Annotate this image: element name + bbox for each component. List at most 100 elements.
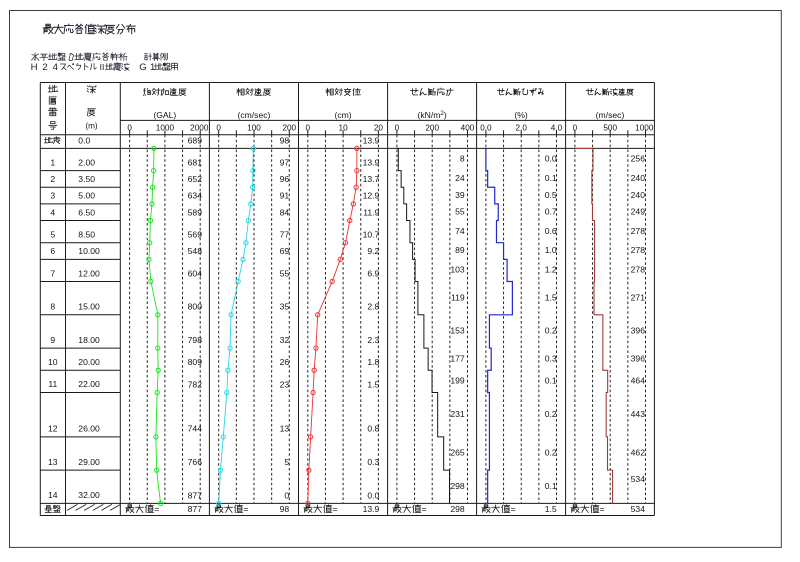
svg-text:278: 278 [631, 226, 646, 236]
svg-text:91: 91 [280, 191, 290, 201]
svg-text:0: 0 [395, 124, 400, 133]
svg-text:0: 0 [127, 124, 132, 133]
svg-text:681: 681 [188, 157, 203, 167]
svg-text:10.7: 10.7 [363, 230, 380, 240]
svg-text:265: 265 [450, 448, 465, 458]
svg-text:=: = [243, 504, 248, 514]
svg-text:240: 240 [631, 190, 646, 200]
svg-text:1000: 1000 [635, 124, 654, 133]
svg-text:200: 200 [282, 124, 296, 133]
svg-text:1000: 1000 [156, 124, 175, 133]
svg-text:3.50: 3.50 [78, 174, 95, 184]
svg-text:0.3: 0.3 [367, 457, 379, 467]
svg-text:89: 89 [455, 245, 465, 255]
svg-text:249: 249 [631, 206, 646, 216]
svg-text:0: 0 [284, 490, 289, 500]
svg-text:97: 97 [280, 157, 290, 167]
svg-text:(m): (m) [85, 121, 98, 130]
svg-text:0.0: 0.0 [367, 490, 379, 500]
svg-text:3: 3 [50, 191, 55, 201]
svg-text:18.00: 18.00 [78, 335, 100, 345]
svg-text:55: 55 [280, 268, 290, 278]
svg-text:39: 39 [455, 190, 465, 200]
svg-text:877: 877 [188, 504, 203, 514]
svg-text:0.1: 0.1 [545, 173, 557, 183]
svg-text:13: 13 [48, 457, 58, 467]
svg-text:0: 0 [573, 124, 578, 133]
svg-text:96: 96 [280, 174, 290, 184]
svg-text:744: 744 [188, 424, 203, 434]
svg-text:548: 548 [188, 246, 203, 256]
svg-text:26: 26 [280, 357, 290, 367]
svg-text:32: 32 [280, 335, 290, 345]
svg-text:14: 14 [48, 490, 58, 500]
svg-text:7: 7 [50, 268, 55, 278]
svg-text:(cm): (cm) [334, 110, 351, 120]
svg-text:500: 500 [603, 124, 617, 133]
svg-text:689: 689 [188, 136, 203, 146]
svg-text:32.00: 32.00 [78, 490, 100, 500]
svg-text:396: 396 [631, 353, 646, 363]
svg-text:0.0: 0.0 [78, 136, 90, 146]
svg-text:(m/sec): (m/sec) [596, 110, 625, 120]
svg-text:256: 256 [631, 154, 646, 164]
svg-text:0.7: 0.7 [545, 206, 557, 216]
svg-text:98: 98 [280, 136, 290, 146]
svg-text:2.00: 2.00 [78, 157, 95, 167]
svg-text:9: 9 [50, 335, 55, 345]
svg-text:0.1: 0.1 [545, 376, 557, 386]
svg-text:12.9: 12.9 [363, 191, 380, 201]
svg-text:13.9: 13.9 [363, 157, 380, 167]
svg-text:24: 24 [455, 173, 465, 183]
svg-text:5.00: 5.00 [78, 191, 95, 201]
svg-text:77: 77 [280, 230, 290, 240]
svg-text:29.00: 29.00 [78, 457, 100, 467]
svg-text:278: 278 [631, 265, 646, 275]
svg-text:0.1: 0.1 [545, 481, 557, 491]
svg-text:766: 766 [188, 457, 203, 467]
svg-text:2.3: 2.3 [367, 335, 379, 345]
svg-text:634: 634 [188, 191, 203, 201]
svg-text:20.00: 20.00 [78, 357, 100, 367]
svg-text:15.00: 15.00 [78, 302, 100, 312]
svg-text:1.5: 1.5 [367, 379, 379, 389]
svg-text:534: 534 [631, 474, 646, 484]
svg-text:98: 98 [280, 504, 290, 514]
svg-text:2000: 2000 [190, 124, 209, 133]
svg-text:0.5: 0.5 [545, 190, 557, 200]
svg-text:271: 271 [631, 292, 646, 302]
svg-text:26.00: 26.00 [78, 424, 100, 434]
svg-text:4.0: 4.0 [551, 124, 563, 133]
svg-text:10: 10 [339, 124, 349, 133]
svg-text:0: 0 [306, 124, 311, 133]
svg-text:589: 589 [188, 207, 203, 217]
svg-text:6.50: 6.50 [78, 207, 95, 217]
svg-text:877: 877 [188, 490, 203, 500]
svg-text:400: 400 [461, 124, 475, 133]
svg-text:69: 69 [280, 246, 290, 256]
svg-text:200: 200 [425, 124, 439, 133]
svg-text:569: 569 [188, 230, 203, 240]
svg-text:13: 13 [280, 424, 290, 434]
svg-text:11: 11 [48, 379, 57, 389]
svg-text:84: 84 [280, 207, 290, 217]
svg-text:298: 298 [450, 504, 465, 514]
svg-text:652: 652 [188, 174, 203, 184]
svg-text:II: II [100, 62, 105, 72]
svg-text:(kN/m2): (kN/m2) [417, 110, 446, 120]
svg-text:0.6: 0.6 [545, 226, 557, 236]
svg-text:2.8: 2.8 [367, 302, 379, 312]
svg-text:1.5: 1.5 [545, 504, 557, 514]
svg-text:13.9: 13.9 [363, 504, 380, 514]
svg-text:231: 231 [450, 409, 465, 419]
svg-text:1.5: 1.5 [545, 292, 557, 302]
svg-text:13.7: 13.7 [363, 174, 380, 184]
svg-text:(GAL): (GAL) [153, 110, 176, 120]
svg-text:=: = [332, 504, 337, 514]
svg-text:23: 23 [280, 379, 290, 389]
svg-text:0.8: 0.8 [367, 424, 379, 434]
svg-text:100: 100 [247, 124, 261, 133]
svg-text:(cm/sec): (cm/sec) [237, 110, 270, 120]
svg-text:8: 8 [460, 154, 465, 164]
svg-text:(%): (%) [514, 110, 528, 120]
